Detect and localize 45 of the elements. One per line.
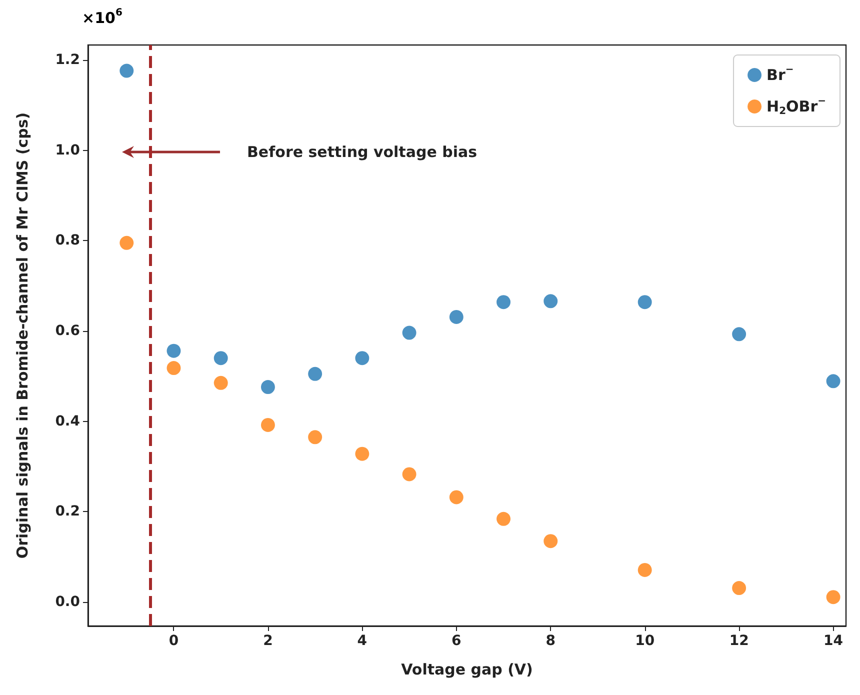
y-tick-label: 0.0 <box>55 594 80 610</box>
x-tick-label: 14 <box>824 633 844 649</box>
point <box>308 430 322 444</box>
y-tick-label: 1.0 <box>55 142 80 158</box>
point <box>260 418 275 432</box>
y-tick-label: 0.2 <box>55 504 80 520</box>
y-tick-label: 0.4 <box>55 413 80 430</box>
y-axis-title: Original signals in Bromide-channel of Mr CIMS (cps) <box>14 112 32 559</box>
y-tick-label: 0.6 <box>55 322 80 339</box>
point <box>214 376 228 390</box>
x-tick-label: 10 <box>635 633 655 649</box>
x-tick-label: 4 <box>357 633 368 649</box>
point <box>732 327 746 342</box>
x-tick-label: 12 <box>729 633 749 649</box>
point <box>120 64 134 78</box>
point <box>214 351 228 366</box>
point <box>544 534 558 548</box>
point <box>496 512 511 526</box>
point <box>826 374 840 388</box>
x-axis-title: Voltage gap (V) <box>401 660 533 678</box>
point <box>308 366 322 381</box>
point <box>402 467 416 482</box>
annotation: Before setting voltage bias <box>247 143 478 161</box>
point <box>260 380 275 394</box>
legend-label: Br− <box>766 64 794 84</box>
x-tick-label: 2 <box>263 633 273 649</box>
point <box>166 361 181 376</box>
x-tick-label: 8 <box>546 633 556 649</box>
point <box>638 295 652 310</box>
point <box>826 590 840 604</box>
point <box>496 295 511 310</box>
point <box>732 581 746 596</box>
x-tick-label: 6 <box>452 633 462 649</box>
point <box>449 310 464 324</box>
point <box>544 294 558 308</box>
point <box>355 351 370 366</box>
point <box>638 562 652 577</box>
point <box>449 490 464 504</box>
x-tick-label: 0 <box>168 633 179 649</box>
point <box>120 236 134 250</box>
point <box>166 344 181 358</box>
y-tick-label: 0.8 <box>55 232 80 249</box>
point <box>402 326 416 340</box>
y-tick-label: 1.2 <box>55 52 80 68</box>
point <box>355 446 370 461</box>
